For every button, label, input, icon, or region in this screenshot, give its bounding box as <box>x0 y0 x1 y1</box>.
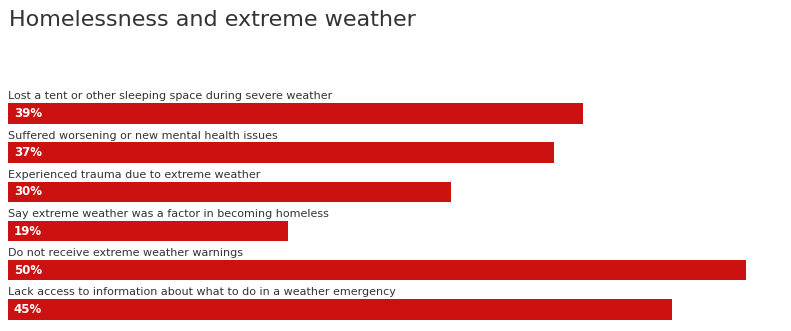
Text: Homelessness and extreme weather: Homelessness and extreme weather <box>9 10 416 30</box>
Bar <box>8 221 288 241</box>
Bar <box>8 142 554 163</box>
Text: Lost a tent or other sleeping space during severe weather: Lost a tent or other sleeping space duri… <box>8 91 332 101</box>
Bar <box>8 299 672 320</box>
Text: Say extreme weather was a factor in becoming homeless: Say extreme weather was a factor in beco… <box>8 209 329 219</box>
Text: 39%: 39% <box>13 107 42 120</box>
Text: 37%: 37% <box>13 146 42 159</box>
Text: 50%: 50% <box>13 264 42 277</box>
Text: Do not receive extreme weather warnings: Do not receive extreme weather warnings <box>8 248 243 258</box>
Bar <box>8 182 451 202</box>
Text: Suffered worsening or new mental health issues: Suffered worsening or new mental health … <box>8 130 278 141</box>
Text: Lack access to information about what to do in a weather emergency: Lack access to information about what to… <box>8 287 396 297</box>
Text: 45%: 45% <box>13 303 42 316</box>
Text: 19%: 19% <box>13 224 42 238</box>
Bar <box>8 103 584 124</box>
Text: 30%: 30% <box>13 185 42 198</box>
Bar <box>8 260 746 280</box>
Text: Experienced trauma due to extreme weather: Experienced trauma due to extreme weathe… <box>8 170 260 180</box>
